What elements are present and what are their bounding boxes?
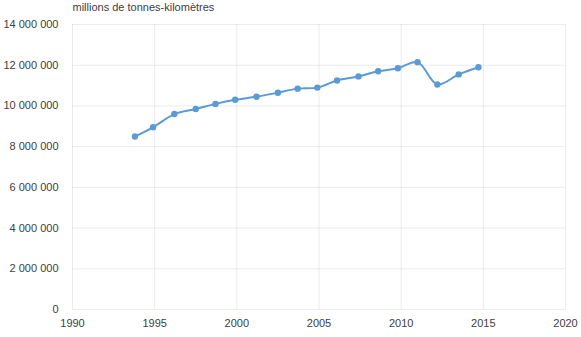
svg-text:8 000 000: 8 000 000 xyxy=(10,140,59,152)
svg-text:1995: 1995 xyxy=(142,317,166,329)
svg-text:2015: 2015 xyxy=(471,317,495,329)
svg-text:12 000 000: 12 000 000 xyxy=(3,59,58,71)
svg-text:14 000 000: 14 000 000 xyxy=(3,18,58,30)
svg-text:2005: 2005 xyxy=(307,317,331,329)
svg-text:2020: 2020 xyxy=(553,317,577,329)
svg-text:4 000 000: 4 000 000 xyxy=(10,222,59,234)
svg-text:0: 0 xyxy=(52,303,58,315)
svg-text:1990: 1990 xyxy=(60,317,84,329)
svg-text:10 000 000: 10 000 000 xyxy=(3,99,58,111)
svg-text:6 000 000: 6 000 000 xyxy=(10,181,59,193)
svg-text:2 000 000: 2 000 000 xyxy=(10,262,59,274)
svg-text:millions de tonnes-kilomètres: millions de tonnes-kilomètres xyxy=(73,1,215,13)
svg-text:2010: 2010 xyxy=(389,317,413,329)
svg-text:2000: 2000 xyxy=(225,317,249,329)
